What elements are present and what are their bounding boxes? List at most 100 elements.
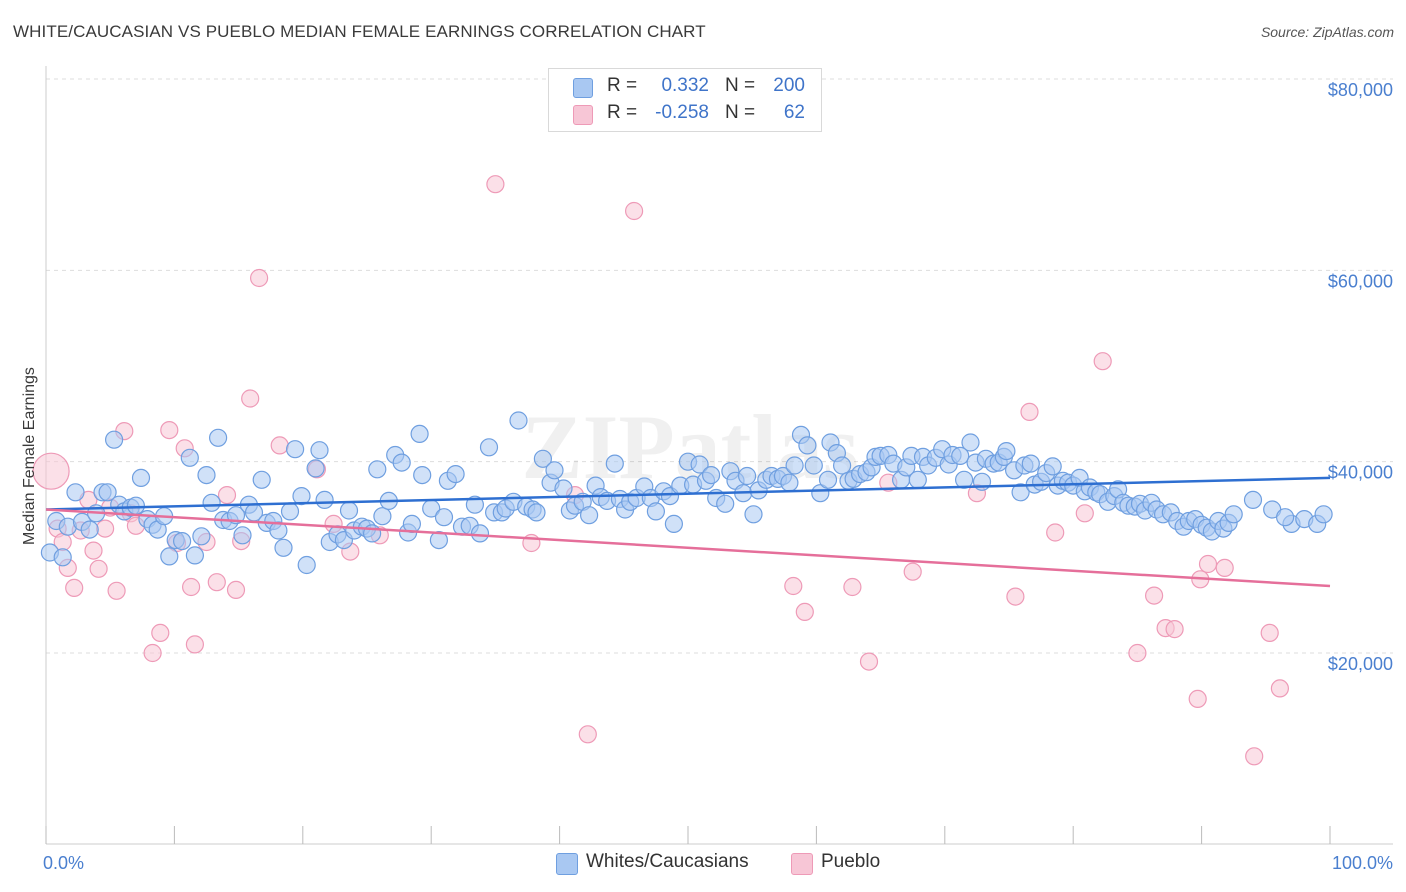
- pueblo-point: [32, 452, 70, 490]
- legend-swatch-pueblo: [573, 105, 593, 125]
- bottom-legend-swatch-pueblo: [791, 853, 813, 875]
- white-point: [286, 440, 305, 459]
- white-point: [446, 465, 465, 484]
- pueblo-point: [1260, 623, 1279, 643]
- white-point: [804, 456, 823, 475]
- white-point: [269, 521, 288, 540]
- white-point: [811, 484, 830, 503]
- pueblo-point: [903, 562, 922, 581]
- pueblo-point: [1006, 587, 1025, 606]
- legend-r-label: R =: [607, 102, 638, 123]
- legend-swatch-white: [573, 78, 593, 98]
- white-point: [961, 433, 980, 452]
- bottom-legend-label-pueblo: Pueblo: [821, 851, 881, 872]
- y-tick-label: $20,000: [1328, 654, 1393, 674]
- pueblo-point: [143, 643, 162, 663]
- white-point: [798, 436, 817, 455]
- pueblo-point: [1093, 352, 1112, 371]
- white-point: [1224, 505, 1243, 524]
- white-point: [737, 466, 757, 486]
- legend-n-value: 62: [783, 102, 805, 123]
- x-tick-label-max: 100.0%: [1332, 853, 1393, 873]
- white-point: [951, 446, 970, 465]
- white-point: [197, 466, 216, 485]
- white-point: [1011, 483, 1030, 502]
- pueblo-point: [151, 623, 170, 643]
- pueblo-point: [65, 578, 84, 598]
- white-point: [297, 555, 316, 575]
- white-point: [280, 502, 300, 521]
- white-point: [310, 441, 329, 460]
- white-point: [202, 493, 221, 512]
- legend-n-value: 200: [773, 75, 805, 96]
- pueblo-point: [1020, 402, 1039, 421]
- legend-r-label: R =: [607, 75, 638, 96]
- white-point: [233, 526, 252, 545]
- pueblo-point: [1188, 689, 1207, 709]
- pueblo-point: [795, 602, 814, 622]
- white-point: [306, 459, 325, 478]
- white-point: [954, 470, 974, 489]
- legend-n-label: N =: [725, 75, 756, 96]
- white-point: [66, 483, 85, 502]
- correlation-legend: R = 0.332 N = 200 R = -0.258 N = 62: [548, 68, 822, 132]
- white-point: [690, 455, 709, 474]
- white-point: [185, 546, 204, 565]
- white-point: [1021, 454, 1040, 473]
- white-point: [126, 496, 145, 515]
- pueblo-point: [217, 486, 237, 505]
- white-point: [429, 530, 448, 550]
- bottom-legend-label-white: Whites/Caucasians: [586, 851, 749, 872]
- white-point: [104, 430, 124, 449]
- pueblo-point: [578, 725, 597, 744]
- white-point: [98, 483, 117, 502]
- y-axis-label: Median Female Earnings: [21, 367, 38, 545]
- white-point: [716, 494, 735, 513]
- pueblo-point: [1270, 679, 1290, 698]
- white-point: [1243, 490, 1263, 509]
- white-points: [40, 411, 1333, 575]
- white-point: [646, 502, 666, 521]
- white-point: [368, 460, 387, 479]
- white-point: [434, 508, 454, 527]
- pueblo-point: [182, 577, 201, 597]
- white-point: [315, 490, 334, 509]
- pueblo-point: [89, 559, 108, 578]
- white-point: [509, 411, 528, 430]
- pueblo-point: [859, 652, 879, 671]
- white-point: [413, 466, 432, 485]
- white-point: [545, 461, 564, 480]
- white-point: [479, 438, 499, 457]
- white-point: [80, 520, 99, 539]
- white-point: [339, 501, 359, 520]
- white-point: [131, 468, 151, 487]
- white-point: [209, 428, 228, 447]
- white-point: [554, 479, 573, 498]
- pueblo-point: [784, 576, 803, 596]
- y-tick-label: $80,000: [1328, 80, 1393, 100]
- legend-row-white: R = 0.332 N = 200: [549, 75, 819, 101]
- legend-n-label: N =: [725, 102, 756, 123]
- white-point: [605, 454, 624, 473]
- bottom-legend-swatch-white: [556, 853, 578, 875]
- y-tick-label: $60,000: [1328, 271, 1393, 291]
- white-point: [664, 514, 684, 534]
- white-point: [744, 505, 763, 524]
- white-point: [579, 506, 599, 525]
- pueblo-point: [107, 581, 126, 600]
- white-point: [1275, 508, 1295, 527]
- white-point: [1314, 505, 1333, 524]
- white-point: [832, 456, 852, 475]
- white-point: [173, 531, 192, 551]
- pueblo-point: [1215, 558, 1234, 578]
- pueblo-point: [1128, 643, 1147, 663]
- white-point: [997, 442, 1016, 461]
- white-point: [908, 470, 927, 489]
- legend-r-value: 0.332: [661, 75, 709, 96]
- white-point: [274, 538, 293, 557]
- white-point: [701, 466, 721, 485]
- white-point: [533, 449, 553, 468]
- x-tick-label-min: 0.0%: [43, 853, 84, 873]
- pueblo-point: [95, 519, 115, 538]
